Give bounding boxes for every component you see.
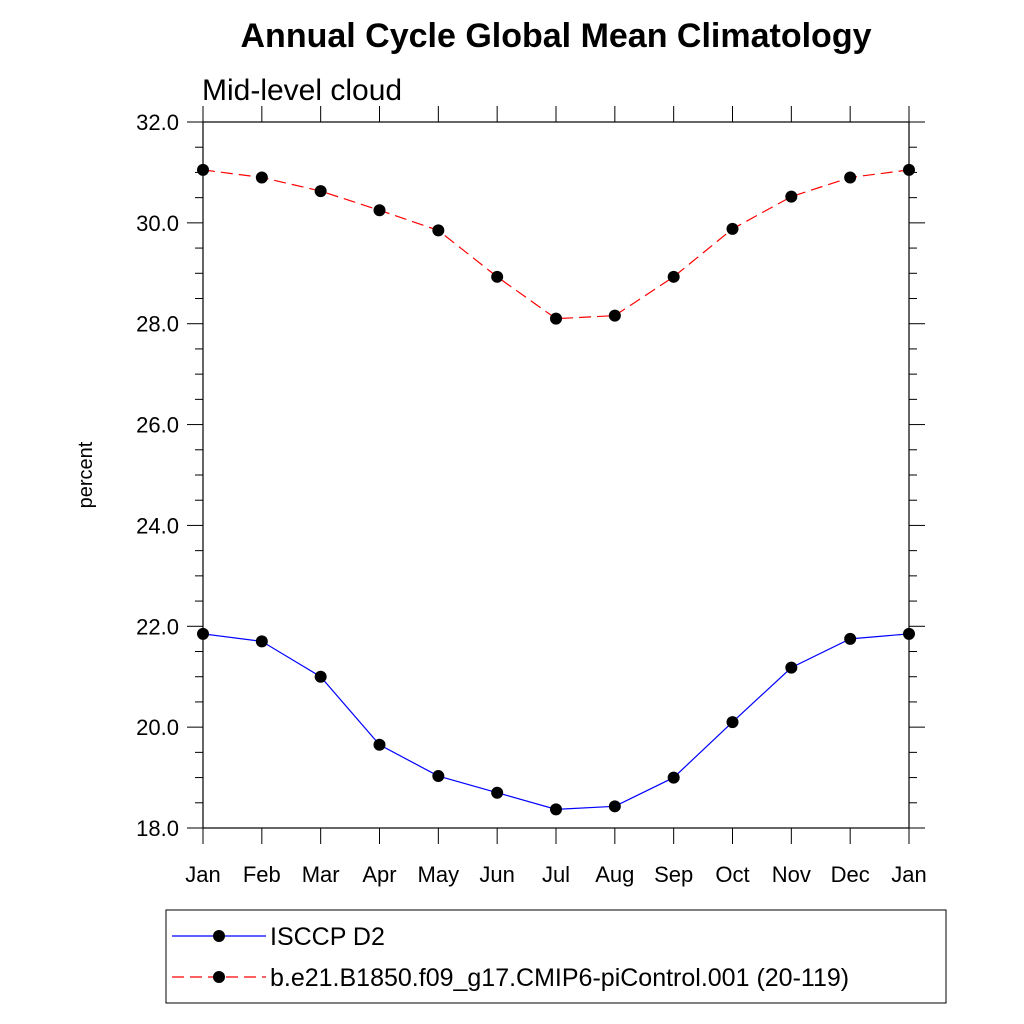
y-tick-label: 30.0 [136,211,179,236]
legend: ISCCP D2 b.e21.B1850.f09_g17.CMIP6-piCont… [165,909,947,1004]
series-0-point [373,738,386,751]
y-tick-label: 26.0 [136,413,179,438]
series-0-point [608,800,621,813]
x-tick-label: Jan [891,862,926,887]
series-0-point [255,635,268,648]
series-1-point [314,185,327,198]
series-1-point [726,222,739,235]
x-tick-label: Feb [243,862,281,887]
x-tick-label: Oct [715,862,749,887]
legend-marker-0 [213,930,225,942]
y-tick-label: 32.0 [136,110,179,135]
series-0-point [726,716,739,729]
series-0-point [785,661,798,674]
y-axis-label: percent [75,441,97,508]
y-tick-label: 22.0 [136,614,179,639]
chart-subtitle: Mid-level cloud [202,74,402,107]
series-0-point [432,770,445,783]
series-1-point [432,224,445,237]
series-1-point [255,171,268,184]
series-line-0 [202,633,910,810]
legend-box [165,909,947,1004]
series-1-point [197,163,209,176]
series-0-point [844,632,857,645]
series-1-point [785,190,798,203]
y-tick-label: 20.0 [136,715,179,740]
series-1-point [550,312,562,325]
series-line-1 [202,169,910,320]
y-tick-label: 18.0 [136,816,179,841]
plot-area: 18.0 20.0 22.0 24.0 26.0 28.0 30.0 32.0 Jan Feb Ma… [136,106,927,887]
y-tick-label: 24.0 [136,513,179,538]
x-tick-label: Jan [185,862,220,887]
series-0-point [314,670,327,683]
series-1-point [608,309,621,322]
plot-frame [202,121,910,829]
y-tick-label: 28.0 [136,312,179,337]
series-0-point [197,627,209,640]
x-tick-label: Apr [362,862,396,887]
series-0-point [903,627,915,640]
series-0-point [491,786,504,799]
series-1-point [491,270,504,283]
x-tick-label: May [418,862,460,887]
series-1-point [373,204,386,217]
x-tick-label: Jun [479,862,514,887]
series-1-point [844,171,857,184]
x-tick-label: Aug [595,862,634,887]
x-tick-label: Jul [542,862,570,887]
series-1-point [667,270,680,283]
series-1-point [903,163,915,176]
x-tick-label: Nov [772,862,811,887]
legend-marker-1 [213,971,225,983]
chart-title: Annual Cycle Global Mean Climatology [241,17,872,55]
x-tick-label: Sep [654,862,693,887]
x-tick-label: Dec [831,862,870,887]
series-0-point [550,803,562,816]
series-0-point [667,771,680,784]
x-tick-label: Mar [302,862,340,887]
legend-label-0: ISCCP D2 [270,923,385,951]
legend-label-1: b.e21.B1850.f09_g17.CMIP6-piControl.001 … [270,964,849,992]
